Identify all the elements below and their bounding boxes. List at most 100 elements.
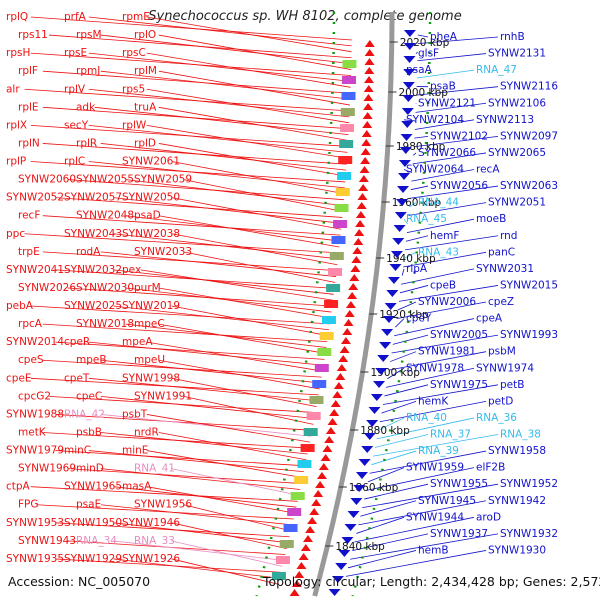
leader-line [417,34,429,38]
reverse-gene-arrow [328,589,341,596]
leader-line [88,124,348,153]
feature-box [271,572,286,580]
forward-gene-arrow [324,436,335,443]
leader-line [369,450,487,474]
gene-label-left: SYNW2057 [64,192,122,204]
feature-box [337,172,352,180]
forward-gene-arrow [355,211,366,218]
feature-box [287,508,302,516]
reverse-gene-arrow [361,446,374,453]
gene-label-left: RNA_41 [134,463,175,475]
reverse-gene-arrow [379,342,392,349]
forward-gene-arrow [298,553,309,560]
gene-label-right: SYNW1942 [488,495,546,507]
gene-label-left: SYNW2030 [76,282,134,294]
gene-label-right: RNA_40 [406,412,447,424]
forward-gene-arrow [363,85,374,92]
gene-label-right: rnd [500,230,517,242]
gene-label-left: mpeB [76,354,107,366]
gene-label-left: SYNW2048 [76,210,134,222]
feature-box [334,204,349,212]
leader-line [140,269,334,301]
leader-line [399,285,429,294]
reverse-gene-arrow [398,173,411,180]
leader-line [171,233,338,266]
forward-gene-arrow [354,229,365,236]
gene-label-right: SYNW2056 [430,180,488,192]
forward-gene-arrow [336,364,347,371]
leader-line [100,359,321,384]
gene-label-right: petB [500,379,524,391]
reverse-gene-arrow [353,485,366,492]
gene-label-right: SYNW1952 [500,478,558,490]
gene-label-right: RNA_47 [476,64,517,76]
gene-label-left: psaE [76,499,101,511]
reverse-gene-arrow [397,186,410,193]
leader-line [381,400,417,414]
feature-box [340,124,355,132]
leader-line [42,215,341,236]
reverse-gene-arrow [400,134,413,141]
leader-line [113,540,284,561]
accession-label: Accession: NC_005070 [8,574,151,589]
gene-label-left: FPG [18,499,39,511]
forward-gene-arrow [344,310,355,317]
gene-label-left: secY [64,119,89,131]
leader-line [146,88,350,124]
feature-box [335,188,350,196]
forward-gene-arrow [315,481,326,488]
feature-box [275,556,290,564]
leader-line [171,377,317,408]
leader-line [403,251,487,268]
gene-label-left: rplP [6,156,26,168]
forward-gene-arrow [364,49,375,56]
gene-label-left: SYNW2038 [122,228,180,240]
feature-box [294,476,309,484]
leader-line [409,202,417,208]
leader-line [171,558,278,585]
leader-line [385,367,475,388]
gene-label-left: rodA [76,246,101,258]
reverse-gene-arrow [358,459,371,466]
leader-line [391,334,499,354]
leader-line [373,434,499,457]
reverse-gene-arrow [389,264,402,271]
reverse-gene-arrow [382,316,395,323]
reverse-gene-arrow [355,472,368,479]
gene-label-right: pheA [430,31,458,43]
gene-label-left: mpeA [122,336,153,348]
forward-gene-arrow [345,301,356,308]
gene-label-left: masA [122,481,152,493]
gene-label-left: rplE [18,101,39,113]
feature-tracks [271,30,416,596]
leader-line [146,52,351,88]
leader-line [113,305,330,331]
leader-line [171,161,345,195]
feature-box [333,220,348,228]
gene-label-left: SYNW1998 [122,372,180,384]
forward-gene-arrow [347,292,358,299]
gene-label-right: elF2B [476,462,505,474]
forward-gene-arrow [350,265,361,272]
leader-line [146,486,296,514]
feature-box [312,380,327,388]
gene-label-right: SYNW1955 [430,478,488,490]
reverse-gene-arrow [347,511,360,518]
gene-label-left: SYNW2061 [122,156,180,168]
leader-line [371,450,417,466]
gene-label-right: cpeZ [488,296,514,308]
reverse-gene-arrow [402,95,415,102]
gene-label-left: cpeE [6,372,32,384]
leader-line [88,52,351,82]
leader-line [403,119,416,122]
leader-line [350,533,499,560]
forward-gene-arrow [358,184,369,191]
leader-line [158,143,346,177]
gene-label-right: SYNW1932 [500,528,558,540]
leader-line [409,185,499,199]
forward-gene-arrow [296,562,307,569]
leader-line [100,504,293,526]
gene-label-right: SYNW1937 [430,528,488,540]
feature-box [300,444,315,452]
forward-gene-arrow [318,463,329,470]
